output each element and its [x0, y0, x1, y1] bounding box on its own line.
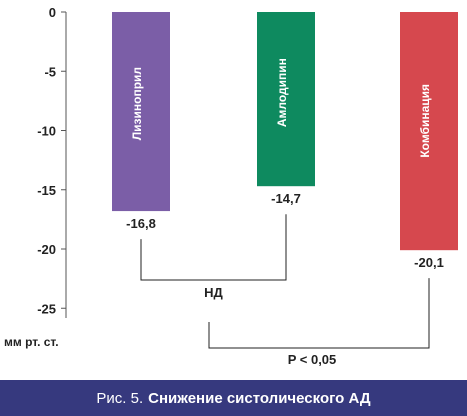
bar-category-label: Амлодипин: [275, 58, 289, 127]
caption-prefix: Рис. 5.: [96, 389, 144, 407]
bar-chart: 0 -5 -10 -15 -20 -25 Лизиноприл -16,8 Амлодипин…: [4, 5, 458, 367]
y-tick-label: 0: [49, 5, 56, 20]
y-axis-label: мм рт. ст.: [4, 335, 59, 349]
caption-title: Снижение систолического АД: [148, 389, 371, 407]
bar-category-label: Комбинация: [418, 84, 432, 158]
bracket-p: [208, 278, 430, 349]
y-tick-label: -25: [37, 301, 56, 316]
figure-caption: Рис. 5. Снижение систолического АД: [0, 380, 467, 416]
bar-value-label: -20,1: [414, 255, 444, 270]
significance-brackets: НД P < 0,05: [140, 214, 430, 367]
y-tick-label: -15: [37, 183, 56, 198]
bar-1: [112, 12, 170, 212]
y-tick-label: -20: [37, 242, 56, 257]
y-tick-label: -10: [37, 124, 56, 139]
y-tick-label: -5: [44, 64, 56, 79]
bar-2: [257, 12, 315, 187]
bars-group: Лизиноприл -16,8 Амлодипин -14,7 Комбинация -…: [112, 12, 458, 270]
bar-3: [400, 12, 458, 251]
y-axis-ticks: 0 -5 -10 -15 -20 -25: [37, 5, 66, 316]
bracket-nd-label: НД: [204, 285, 223, 300]
bar-value-label: -16,8: [126, 216, 156, 231]
bar-category-label: Лизиноприл: [130, 67, 144, 140]
bracket-nd: [140, 214, 287, 281]
bracket-p-label: P < 0,05: [288, 352, 337, 367]
bar-value-label: -14,7: [271, 191, 301, 206]
